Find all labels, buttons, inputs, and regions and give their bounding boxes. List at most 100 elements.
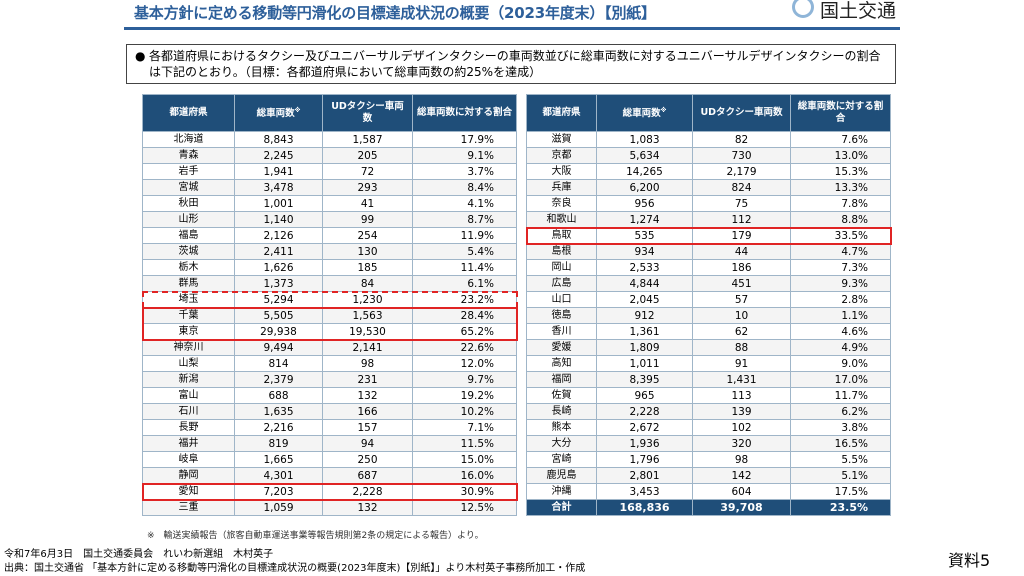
prefecture-cell: 兵庫 [526,179,597,196]
prefecture-cell: 岩手 [142,163,235,180]
table-row: 島根 934 44 4.7% [526,243,891,260]
total-vehicles-cell: 1,059 [234,499,323,516]
prefecture-cell: 長野 [142,419,235,436]
footer-meeting-info: 令和7年6月3日 国土交通委員会 れいわ新選組 木村英子 [4,549,274,560]
table-row: 鹿児島 2,801 142 5.1% [526,467,891,484]
ratio-cell: 4.6% [790,323,891,340]
footnote-mark: ※ [294,107,301,115]
ratio-cell: 4.9% [790,339,891,356]
ud-vehicles-cell: 98 [692,451,791,468]
ratio-cell: 5.1% [790,467,891,484]
total-vehicles-cell: 1,361 [596,323,693,340]
prefecture-cell: 石川 [142,403,235,420]
total-vehicles-cell: 2,411 [234,243,323,260]
ratio-cell: 12.0% [412,355,517,372]
total-vehicles-cell: 2,228 [596,403,693,420]
prefecture-cell: 鹿児島 [526,467,597,484]
table-row: 北海道 8,843 1,587 17.9% [142,131,517,148]
total-vehicles-cell: 3,453 [596,483,693,500]
table-row: 埼玉 5,294 1,230 23.2% [142,291,517,308]
total-vehicles-cell: 2,216 [234,419,323,436]
total-vehicles-cell: 819 [234,435,323,452]
ratio-cell: 17.5% [790,483,891,500]
ratio-cell: 15.3% [790,163,891,180]
prefecture-cell: 高知 [526,355,597,372]
total-vehicles-cell: 9,494 [234,339,323,356]
table-row: 新潟 2,379 231 9.7% [142,371,517,388]
prefecture-cell: 福岡 [526,371,597,388]
ud-vehicles-cell: 293 [322,179,413,196]
table-row: 愛媛 1,809 88 4.9% [526,339,891,356]
total-label: 合計 [526,499,597,516]
description-box: ● 各都道府県におけるタクシー及びユニバーサルデザインタクシーの車両数並びに総車… [126,44,896,84]
ud-vehicles-cell: 91 [692,355,791,372]
total-vehicles-cell: 1,665 [234,451,323,468]
table-row: 沖縄 3,453 604 17.5% [526,483,891,500]
ratio-cell: 1.1% [790,307,891,324]
total-ratio: 23.5% [790,499,891,516]
ministry-logo: 国土交通 [792,0,1024,22]
table-row: 香川 1,361 62 4.6% [526,323,891,340]
ud-vehicles-cell: 2,179 [692,163,791,180]
table-row: 静岡 4,301 687 16.0% [142,467,517,484]
prefecture-cell: 和歌山 [526,211,597,228]
prefecture-cell: 京都 [526,147,597,164]
footnote-mark: ※ [660,107,667,115]
ministry-name: 国土交通 [820,0,897,22]
ud-vehicles-cell: 1,563 [322,307,413,324]
ud-vehicles-cell: 142 [692,467,791,484]
ud-vehicles-cell: 451 [692,275,791,292]
prefecture-cell: 愛媛 [526,339,597,356]
total-vehicles-cell: 535 [596,227,693,244]
total-vehicles-cell: 2,126 [234,227,323,244]
table-row: 京都 5,634 730 13.0% [526,147,891,164]
prefecture-cell: 岐阜 [142,451,235,468]
ratio-cell: 7.1% [412,419,517,436]
table-row: 長野 2,216 157 7.1% [142,419,517,436]
table-header-row: 都道府県 総車両数※ UDタクシー車両数 総車両数に対する割合 [526,94,891,132]
prefecture-cell: 宮城 [142,179,235,196]
table-row: 広島 4,844 451 9.3% [526,275,891,292]
total-vehicles-cell: 8,843 [234,131,323,148]
table-row: 福岡 8,395 1,431 17.0% [526,371,891,388]
ratio-cell: 3.7% [412,163,517,180]
total-vehicles-cell: 1,001 [234,195,323,212]
table-row: 佐賀 965 113 11.7% [526,387,891,404]
right-table-body: 滋賀 1,083 82 7.6% 京都 5,634 730 13.0% 大阪 14,265 2,17… [526,131,891,500]
ratio-cell: 13.3% [790,179,891,196]
prefecture-cell: 宮崎 [526,451,597,468]
table-row: 奈良 956 75 7.8% [526,195,891,212]
ratio-cell: 4.7% [790,243,891,260]
header-ud-vehicles: UDタクシー車両数 [322,94,413,132]
highlight-chiba-tokyo [141,306,518,341]
total-vehicles-cell: 2,801 [596,467,693,484]
total-vehicles-cell: 956 [596,195,693,212]
total-vehicles-cell: 14,265 [596,163,693,180]
total-vehicles-cell: 912 [596,307,693,324]
table-row: 大分 1,936 320 16.5% [526,435,891,452]
ud-vehicles-cell: 205 [322,147,413,164]
prefecture-cell: 静岡 [142,467,235,484]
prefecture-cell: 三重 [142,499,235,516]
table-row: 群馬 1,373 84 6.1% [142,275,517,292]
ratio-cell: 3.8% [790,419,891,436]
ratio-cell: 23.2% [412,291,517,308]
header-prefecture: 都道府県 [142,94,235,132]
ud-vehicles-cell: 62 [692,323,791,340]
ratio-cell: 10.2% [412,403,517,420]
ud-vehicles-cell: 132 [322,387,413,404]
ud-vehicles-cell: 99 [322,211,413,228]
table-row: 兵庫 6,200 824 13.3% [526,179,891,196]
table-row: 福島 2,126 254 11.9% [142,227,517,244]
ratio-cell: 9.7% [412,371,517,388]
total-vehicles-cell: 5,505 [234,307,323,324]
title-underline [124,27,900,30]
ratio-cell: 9.3% [790,275,891,292]
total-vehicles-cell: 965 [596,387,693,404]
table-row: 高知 1,011 91 9.0% [526,355,891,372]
ud-vehicles-cell: 10 [692,307,791,324]
total-vehicles-cell: 934 [596,243,693,260]
ud-vehicles-cell: 84 [322,275,413,292]
total-vehicles-cell: 1,626 [234,259,323,276]
table-row: 岩手 1,941 72 3.7% [142,163,517,180]
